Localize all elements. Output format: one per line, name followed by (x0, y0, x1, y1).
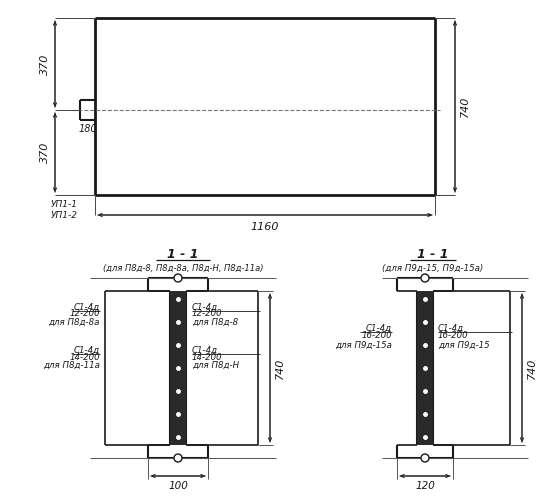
Text: 14-200: 14-200 (70, 352, 100, 362)
Text: УП1-1: УП1-1 (51, 200, 78, 209)
Text: УП1-2: УП1-2 (51, 211, 78, 220)
Text: С1-4д: С1-4д (74, 346, 100, 354)
Text: С1-4д: С1-4д (192, 302, 218, 312)
Text: С1-4д: С1-4д (366, 324, 392, 332)
Text: 16-200: 16-200 (361, 332, 392, 340)
Bar (417, 291, 433, 445)
Text: 120: 120 (415, 481, 435, 491)
Text: для П8д-8: для П8д-8 (192, 318, 238, 326)
Text: 100: 100 (168, 481, 188, 491)
Text: 180: 180 (78, 124, 97, 134)
Text: 740: 740 (275, 358, 285, 378)
Text: 14-200: 14-200 (192, 352, 223, 362)
Text: (для П8д-8, П8д-8а, П8д-Н, П8д-11а): (для П8д-8, П8д-8а, П8д-Н, П8д-11а) (102, 264, 263, 272)
Text: для П9д-15: для П9д-15 (438, 340, 490, 349)
Circle shape (174, 274, 182, 282)
Text: 16-200: 16-200 (438, 332, 468, 340)
Text: 740: 740 (460, 96, 470, 117)
Text: 370: 370 (40, 142, 50, 163)
Text: 12-200: 12-200 (192, 310, 223, 318)
Text: 740: 740 (527, 358, 537, 378)
Text: 12-200: 12-200 (70, 310, 100, 318)
Circle shape (421, 454, 429, 462)
Text: 1 - 1: 1 - 1 (167, 248, 199, 262)
Text: С1-4д: С1-4д (74, 302, 100, 312)
Text: 370: 370 (40, 54, 50, 74)
Text: для П8д-11а: для П8д-11а (43, 360, 100, 370)
Circle shape (421, 274, 429, 282)
Text: 1160: 1160 (251, 222, 279, 232)
Text: С1-4д: С1-4д (438, 324, 464, 332)
Text: С1-4д: С1-4д (192, 346, 218, 354)
Text: для П8д-Н: для П8д-Н (192, 360, 239, 370)
Text: 1 - 1: 1 - 1 (417, 248, 449, 262)
Circle shape (174, 454, 182, 462)
Text: для П9д-15а: для П9д-15а (335, 340, 392, 349)
Text: для П8д-8а: для П8д-8а (48, 318, 100, 326)
Text: (для П9д-15, П9д-15а): (для П9д-15, П9д-15а) (382, 264, 483, 272)
Bar (170, 291, 186, 445)
